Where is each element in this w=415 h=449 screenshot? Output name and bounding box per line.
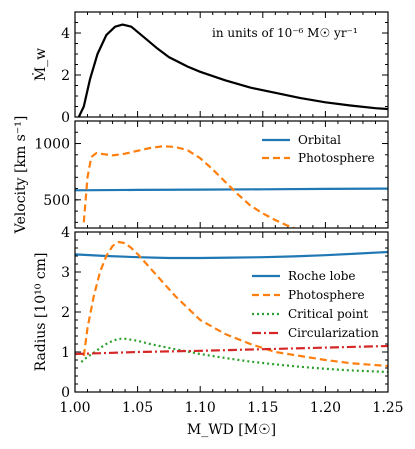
x-tick-label: 1.20 [310,400,341,416]
legend-entry-label: Circularization [288,326,379,340]
y-tick-label: 2 [61,68,70,84]
y-tick-label: 2 [61,305,70,321]
x-tick-label: 1.25 [372,400,403,416]
x-tick-label: 1.05 [122,400,153,416]
series-line-roche-lobe [75,250,388,260]
y-tick-label: 500 [43,193,70,209]
y-tick-label: 4 [61,26,70,42]
x-tick-label: 1.00 [59,400,90,416]
legend-entry-label: Photosphere [298,151,375,165]
chart-panel-3: 0 1 2 3 4 Radius [10¹⁰ cm] Roche lobe Photosphe… [33,225,404,438]
chart-panel-2: 500 1000 Velocity [km s⁻¹] Orbital Photosphe… [13,116,389,235]
y-tick-label: 4 [61,225,70,241]
y-axis-label: Radius [10¹⁰ cm] [33,253,49,372]
series-line-photosphere [82,145,295,228]
chart-panel-1: 0 2 4 Ṁ_w in units of 10⁻⁶ M☉ yr⁻¹ [31,11,389,126]
legend-entry-label: Photosphere [288,288,365,302]
y-tick-label: 1000 [34,137,70,153]
y-tick-label: 3 [61,265,70,281]
series-line-photosphere [82,240,388,368]
y-tick-label: 0 [61,110,70,126]
series-line-mdot [77,23,388,117]
x-tick-label: 1.15 [247,400,278,416]
series-line-circularization [75,344,388,356]
series-line-critical-point [80,337,388,374]
x-axis-label: M_WD [M☉] [187,422,276,438]
x-tick-label: 1.10 [185,400,216,416]
panel-frame [74,231,389,393]
units-annotation: in units of 10⁻⁶ M☉ yr⁻¹ [212,26,358,40]
panel-frame [74,11,389,118]
panel-frame [74,120,389,229]
legend-entry-label: Critical point [288,307,368,321]
y-tick-label: 0 [61,385,70,401]
chart-panels: 0 2 4 Ṁ_w in units of 10⁻⁶ M☉ yr⁻¹ 500 1000 Vel… [13,11,404,438]
y-axis-label: Velocity [km s⁻¹] [13,116,29,235]
legend-entry-label: Roche lobe [288,269,355,283]
y-tick-label: 1 [61,345,70,361]
y-axis-label: Ṁ_w [31,48,49,81]
legend-entry-label: Orbital [298,133,341,147]
